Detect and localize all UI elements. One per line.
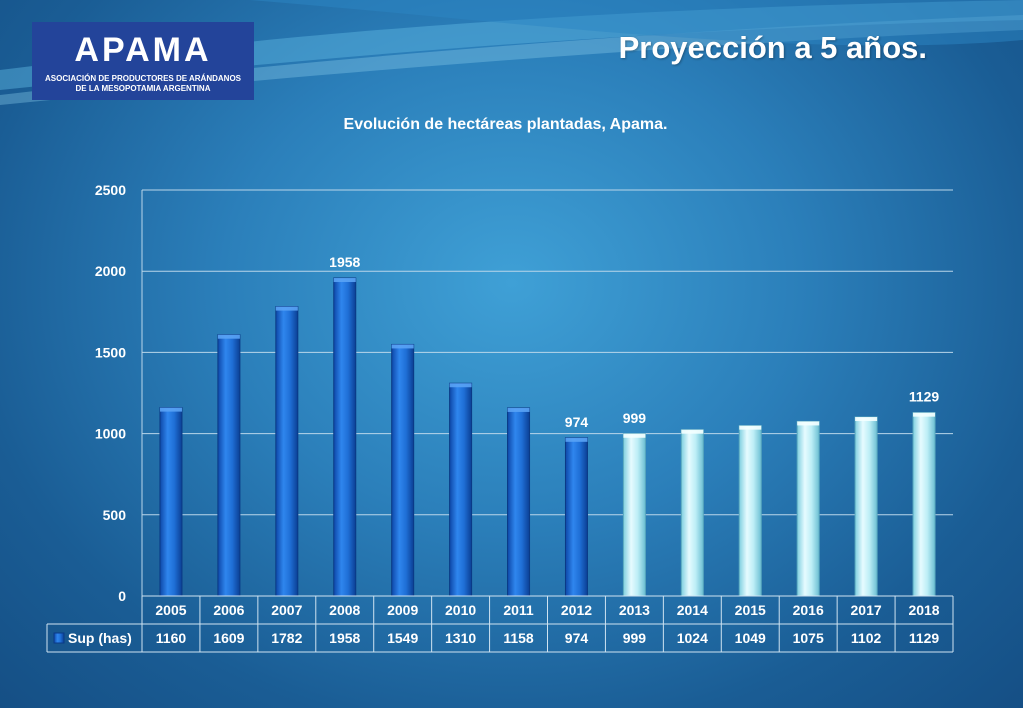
table-value-2006: 1609	[213, 630, 244, 646]
bar-2016	[796, 420, 820, 597]
data-label-2008: 1958	[329, 254, 360, 270]
table-value-2013: 999	[623, 630, 647, 646]
table-value-2012: 974	[565, 630, 589, 646]
x-tick-label-2010: 2010	[445, 602, 476, 618]
bar-2015	[738, 425, 762, 597]
x-tick-label-2008: 2008	[329, 602, 360, 618]
table-value-2016: 1075	[793, 630, 824, 646]
table-value-2014: 1024	[677, 630, 708, 646]
bar-2008	[333, 277, 357, 597]
legend-key	[53, 632, 65, 644]
table-value-2005: 1160	[156, 630, 187, 646]
data-label-2018: 1129	[909, 389, 940, 405]
y-tick-label: 2000	[95, 263, 126, 279]
y-tick-label: 500	[103, 507, 127, 523]
y-tick-label: 1500	[95, 344, 126, 360]
slide-title: Proyección a 5 años.	[618, 30, 927, 65]
logo-wordmark: APAMA	[74, 31, 212, 69]
table-value-2018: 1129	[909, 630, 940, 646]
bar-2018	[912, 412, 936, 597]
bar-2017	[854, 416, 878, 597]
logo-subtitle-line2: DE LA MESOPOTAMIA ARGENTINA	[75, 84, 211, 93]
bar-2010	[449, 382, 473, 597]
table-value-2015: 1049	[735, 630, 766, 646]
y-tick-label: 1000	[95, 426, 126, 442]
table-value-2010: 1310	[445, 630, 476, 646]
table-value-2009: 1549	[387, 630, 418, 646]
bar-2011	[507, 407, 531, 597]
x-tick-label-2012: 2012	[561, 602, 592, 618]
logo-subtitle-line1: ASOCIACIÓN DE PRODUCTORES DE ARÁNDANOS	[44, 74, 241, 83]
x-tick-label-2018: 2018	[908, 602, 939, 618]
x-tick-label-2015: 2015	[735, 602, 766, 618]
header-swoosh-decoration	[0, 0, 1023, 105]
x-tick-label-2006: 2006	[213, 602, 244, 618]
table-value-2008: 1958	[329, 630, 360, 646]
data-label-2012: 974	[565, 414, 589, 430]
y-tick-label: 2500	[95, 182, 126, 198]
x-tick-label-2017: 2017	[851, 602, 882, 618]
table-value-2017: 1102	[851, 630, 882, 646]
x-tick-label-2009: 2009	[387, 602, 418, 618]
bar-2005	[159, 407, 183, 597]
x-tick-label-2007: 2007	[271, 602, 302, 618]
data-label-2013: 999	[623, 410, 647, 426]
table-value-2007: 1782	[271, 630, 302, 646]
chart-title: Evolución de hectáreas plantadas, Apama.	[343, 116, 668, 133]
bar-2012	[564, 437, 588, 597]
bar-2006	[217, 334, 241, 597]
legend-series-name: Sup (has)	[68, 630, 132, 646]
x-tick-label-2013: 2013	[619, 602, 650, 618]
bar-2014	[680, 429, 704, 597]
bar-2009	[391, 343, 415, 597]
apama-logo: APAMA ASOCIACIÓN DE PRODUCTORES DE ARÁND…	[32, 22, 254, 100]
bar-2007	[275, 306, 299, 597]
x-tick-label-2016: 2016	[793, 602, 824, 618]
x-tick-label-2014: 2014	[677, 602, 708, 618]
x-tick-label-2011: 2011	[503, 602, 534, 618]
table-value-2011: 1158	[503, 630, 534, 646]
x-tick-label-2005: 2005	[155, 602, 186, 618]
y-tick-label: 0	[118, 588, 126, 604]
bar-2013	[622, 433, 646, 597]
